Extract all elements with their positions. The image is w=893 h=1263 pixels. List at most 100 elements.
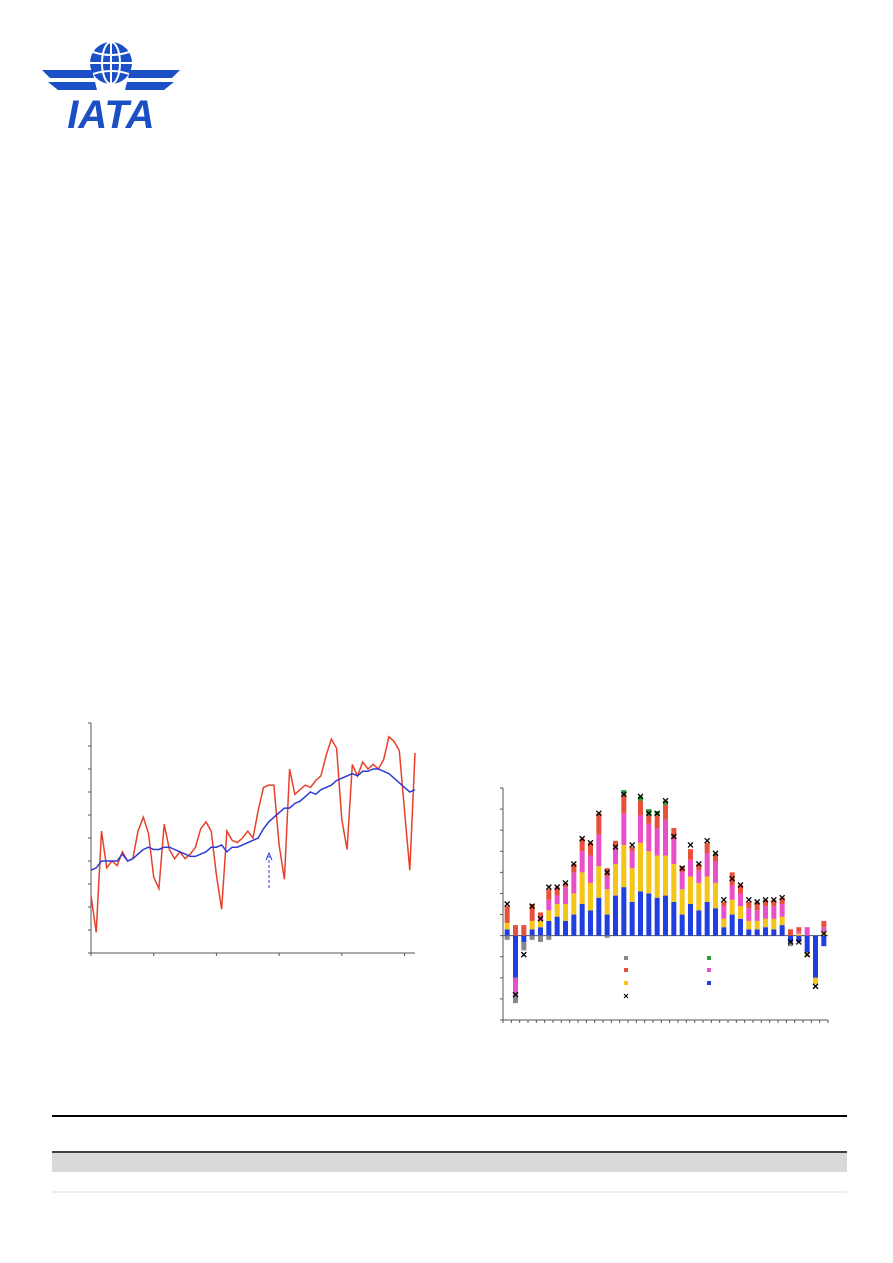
bar-segment xyxy=(704,853,710,877)
bar-segment xyxy=(504,906,510,923)
bar-segment xyxy=(513,925,518,936)
total-marker xyxy=(787,939,794,945)
bar-segment xyxy=(779,916,785,926)
bar-segment xyxy=(679,872,685,890)
bar-segment xyxy=(654,855,660,898)
bar-segment xyxy=(663,895,668,936)
total-marker xyxy=(629,841,636,848)
bar-segment xyxy=(713,908,718,936)
bar-segment xyxy=(738,893,743,907)
bar-segment xyxy=(713,853,718,862)
total-marker xyxy=(729,875,736,882)
bar-segment xyxy=(538,920,543,928)
legend-swatch xyxy=(707,981,711,985)
total-marker xyxy=(620,791,627,798)
bar-segment xyxy=(763,899,768,907)
bar-segment xyxy=(554,895,560,904)
bar-segment xyxy=(563,904,568,921)
bar-segment xyxy=(696,882,702,911)
bar-segment xyxy=(604,889,610,915)
bar-segment xyxy=(504,922,510,930)
total-marker xyxy=(804,951,811,958)
total-marker xyxy=(662,797,669,804)
bar-segment xyxy=(779,897,785,904)
bar-segment xyxy=(621,887,627,936)
bar-segment xyxy=(821,935,827,947)
bar-segment xyxy=(596,834,602,867)
bar-segment xyxy=(771,899,777,907)
bar-segment xyxy=(729,885,735,900)
total-marker xyxy=(720,896,727,903)
bar-segment xyxy=(788,935,793,942)
bar-segment xyxy=(729,899,735,915)
bar-segment xyxy=(746,929,752,936)
bar-segment xyxy=(546,920,552,936)
bar-segment xyxy=(571,893,577,915)
bar-segment xyxy=(771,929,777,936)
bar-segment xyxy=(671,901,677,936)
bar-segment xyxy=(504,929,510,936)
bar-segment xyxy=(554,916,560,936)
bar-segment xyxy=(563,887,568,904)
bar-segment xyxy=(654,815,660,829)
bar-segment xyxy=(796,935,802,942)
bar-segment xyxy=(671,838,677,864)
total-marker xyxy=(579,835,586,842)
bar-segment xyxy=(521,941,527,951)
annotation-arrowhead xyxy=(265,851,273,861)
bar-segment xyxy=(629,901,635,936)
bar-segment xyxy=(529,904,535,921)
bar-segment xyxy=(579,904,585,936)
line-series xyxy=(90,735,416,933)
bar-segment xyxy=(663,819,668,856)
legend-swatch xyxy=(707,968,711,972)
bar-segment xyxy=(654,897,660,936)
bar-segment xyxy=(579,851,585,873)
bar-segment xyxy=(804,935,810,953)
bar-segment xyxy=(688,904,693,936)
total-marker xyxy=(512,991,519,998)
line-series xyxy=(90,768,416,871)
total-marker xyxy=(687,841,694,848)
bar-segment xyxy=(738,918,743,936)
total-marker xyxy=(812,983,819,990)
bar-segment xyxy=(588,910,593,936)
total-marker xyxy=(604,869,611,876)
bar-segment xyxy=(638,796,643,801)
total-marker xyxy=(770,896,777,903)
bar-segment xyxy=(721,901,727,907)
total-marker xyxy=(820,930,827,937)
total-marker xyxy=(745,896,752,903)
bar-segment xyxy=(538,935,543,942)
bar-segment xyxy=(588,882,593,911)
bar-segment xyxy=(646,809,652,816)
bar-segment xyxy=(671,828,677,839)
bar-segment xyxy=(663,800,668,805)
logo-wing-right xyxy=(125,70,180,90)
total-marker xyxy=(562,879,569,886)
bar-segment xyxy=(771,906,777,919)
bar-segment xyxy=(546,899,552,911)
legend-swatch xyxy=(707,956,711,960)
bar-segment xyxy=(721,918,727,928)
total-marker xyxy=(637,793,644,800)
bar-segment xyxy=(613,863,618,896)
total-marker xyxy=(529,903,536,910)
bar-segment xyxy=(596,897,602,936)
bar-segment xyxy=(563,882,568,888)
bar-segment xyxy=(638,800,643,816)
bar-segment xyxy=(763,927,768,936)
bar-segment xyxy=(588,855,593,883)
bar-segment xyxy=(688,859,693,877)
bar-segment xyxy=(788,941,793,947)
logo-wing-left xyxy=(42,70,97,90)
bar-segment xyxy=(654,828,660,856)
legend-marker xyxy=(623,993,629,999)
bar-segment xyxy=(696,910,702,936)
bar-segment xyxy=(513,935,518,978)
bar-segment xyxy=(596,866,602,898)
bar-segment xyxy=(529,920,535,930)
bar-segment xyxy=(721,927,727,936)
bar-segment xyxy=(754,929,760,936)
bar-segment xyxy=(638,815,643,843)
